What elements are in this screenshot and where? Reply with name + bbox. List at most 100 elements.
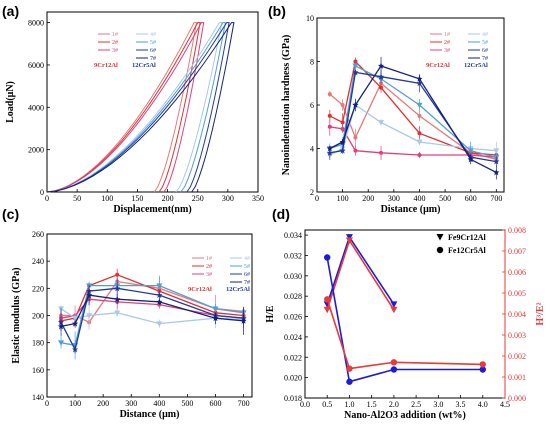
legend-label: Fe9Cr12Al [448, 233, 487, 242]
load-curve-5# [46, 22, 227, 193]
group-label: 12Cr5Al [226, 286, 250, 293]
x-tick-label: 250 [192, 194, 204, 203]
panel-label: (a) [2, 3, 19, 19]
data-point-6# [156, 292, 163, 299]
y-tick-label: 200 [32, 312, 44, 321]
data-point-7# [493, 169, 500, 176]
data-point-Fe12Cr5Al [390, 366, 398, 373]
data-point-3# [379, 150, 384, 155]
y2-tick-label: 0.000 [508, 394, 526, 403]
data-point-7# [212, 315, 219, 322]
legend-label: 5# [244, 264, 250, 270]
data-point-6# [326, 149, 333, 156]
legend-marker [436, 246, 444, 254]
y-tick-label: 160 [32, 366, 44, 375]
data-point-6# [114, 285, 121, 292]
series-line-Fe12Cr5Al-H³/E² [326, 299, 483, 370]
group-label: 12Cr5Al [464, 62, 488, 69]
data-point-3# [417, 153, 422, 158]
data-point-Fe12Cr5Al [479, 366, 486, 373]
y-tick-label: 6 [310, 101, 314, 110]
x-tick-label: 0 [315, 194, 319, 203]
y-tick-label: 140 [32, 393, 44, 402]
group-label: 12Cr5Al [132, 62, 156, 69]
series-line-Fe12Cr5Al-H/E [326, 257, 483, 383]
plot-frame [316, 17, 505, 193]
data-point-7# [114, 296, 121, 303]
y-tick-label: 6000 [28, 61, 44, 70]
load-curve-2# [46, 22, 201, 193]
data-point-1# [417, 113, 422, 118]
legend-label: 1# [112, 32, 118, 38]
y-axis-label: Nanoindentation hardness (GPa) [281, 35, 292, 176]
y2-tick-label: 0.006 [508, 268, 526, 277]
data-point-4# [114, 310, 121, 316]
x-tick-label: 600 [465, 194, 477, 203]
legend-label: 1# [206, 256, 212, 262]
x-tick-label: 0.5 [322, 400, 332, 409]
x-axis-label: Distance (μm) [120, 409, 180, 420]
x-tick-label: 500 [181, 399, 193, 408]
load-curve-7# [46, 22, 235, 193]
legend-label: 2# [206, 264, 212, 270]
x-tick-label: 100 [69, 399, 81, 408]
y-axis-label: Elastic modulus (GPa) [11, 267, 22, 363]
data-point-2# [353, 59, 358, 64]
data-point-5# [467, 148, 474, 154]
y-tick-label: 2000 [28, 146, 44, 155]
data-point-5# [58, 340, 65, 346]
y2-tick-label: 0.005 [508, 289, 526, 298]
group-label: 9Cr12Al [94, 62, 118, 69]
x-tick-label: 350 [252, 194, 264, 203]
y-tick-label: 240 [32, 257, 44, 266]
x-axis-label: Distance (μm) [381, 204, 441, 215]
x-axis-label: Displacement(nm) [113, 204, 191, 215]
x-tick-label: 4.5 [500, 400, 510, 409]
data-point-7# [339, 138, 346, 145]
legend-label: 1# [444, 32, 450, 38]
legend-label: 4# [482, 32, 488, 38]
x-tick-label: 3.5 [456, 400, 466, 409]
data-point-1# [327, 92, 332, 97]
data-point-2# [379, 85, 384, 90]
data-point-7# [86, 292, 93, 299]
data-point-Fe12Cr5Al [324, 296, 331, 303]
y-tick-label: 0.024 [284, 333, 302, 342]
data-point-1# [353, 135, 358, 140]
x-tick-label: 700 [490, 194, 502, 203]
group-label: 9Cr12Al [426, 62, 450, 69]
y-tick-label: 0.026 [284, 313, 302, 322]
x-tick-label: 3.0 [433, 400, 443, 409]
plot-frame [46, 11, 259, 193]
y-tick-label: 260 [32, 230, 44, 239]
y-tick-label: 4 [310, 145, 314, 154]
data-point-4# [72, 315, 79, 322]
x-tick-label: 2.0 [389, 400, 399, 409]
x-tick-label: 100 [101, 194, 113, 203]
data-point-7# [378, 62, 385, 69]
x-tick-label: 1.0 [344, 400, 354, 409]
y-tick-label: 4000 [28, 103, 44, 112]
legend-label: 3# [112, 48, 118, 54]
legend-label: 6# [244, 272, 250, 278]
y2-axis-label: H³/E² [535, 302, 546, 325]
load-curve-3# [46, 22, 205, 193]
y-tick-label: 0.022 [284, 353, 302, 362]
load-curve-6# [46, 22, 230, 193]
legend-label: 7# [482, 56, 488, 62]
y-tick-label: 0 [40, 188, 44, 197]
y-tick-label: 220 [32, 284, 44, 293]
legend-label: 7# [244, 280, 250, 286]
data-point-2# [115, 272, 120, 277]
data-point-6# [58, 319, 65, 326]
data-point-6# [352, 69, 359, 76]
y-axis-label: H/E [265, 305, 276, 323]
x-tick-label: 200 [97, 399, 109, 408]
x-tick-label: 1.5 [367, 400, 377, 409]
x-tick-label: 0 [45, 194, 49, 203]
data-point-Fe12Cr5Al [346, 365, 353, 372]
data-point-6# [378, 73, 385, 80]
x-tick-label: 600 [209, 399, 221, 408]
data-point-Fe9Cr12Al [345, 234, 353, 241]
